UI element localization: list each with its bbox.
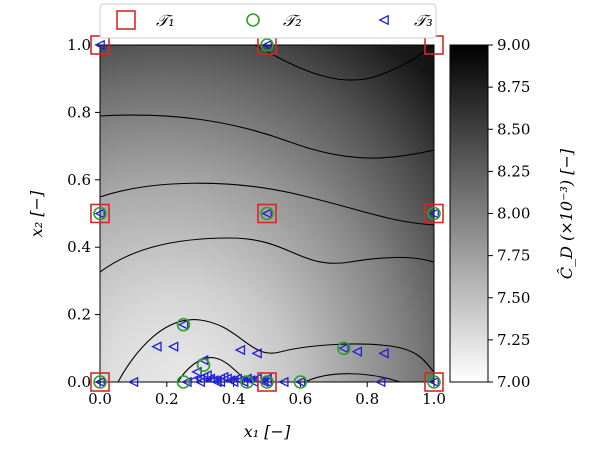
y-tick-label: 1.0 <box>67 36 91 54</box>
legend-label: 𝒯₃ <box>414 11 433 30</box>
x-tick-label: 0.4 <box>222 390 246 408</box>
t2-circle-marker <box>260 375 274 389</box>
t3-triangle-marker <box>338 343 349 354</box>
colorbar-tick-label: 8.25 <box>497 162 530 180</box>
t3-triangle-marker <box>194 376 206 388</box>
contour-field <box>100 45 434 382</box>
t3-triangle-marker <box>204 375 216 382</box>
t3-triangle-marker <box>151 341 162 352</box>
legend-label: 𝒯₂ <box>283 11 302 30</box>
y-tick-label: 0.0 <box>67 373 91 391</box>
t3-triangle-marker <box>127 376 139 388</box>
t2-circle-marker <box>93 206 107 221</box>
y-tick-label: 0.4 <box>67 238 91 256</box>
t1-square-marker <box>257 203 277 224</box>
t3-triangle-marker <box>94 39 105 51</box>
contour-lines <box>100 45 434 382</box>
t2-circle-marker <box>196 358 211 372</box>
t3-triangle-marker <box>244 375 256 382</box>
legend-box <box>99 3 437 39</box>
t1-square-marker <box>257 372 277 392</box>
legend: 𝒯₁ 𝒯₂ 𝒯₃ <box>99 3 437 39</box>
y-tick-label: 0.8 <box>67 103 91 121</box>
colorbar-tick-label: 7.75 <box>497 247 530 265</box>
y-tick-label: 0.6 <box>67 171 91 189</box>
colorbar-tick-label: 8.50 <box>497 120 530 138</box>
t3-triangle-marker <box>94 376 105 388</box>
t3-triangle-marker <box>258 376 269 388</box>
t3-triangle-marker <box>207 375 219 382</box>
y-tick-label: 0.2 <box>67 306 91 324</box>
t3-triangle-marker <box>261 208 272 219</box>
t3-triangle-marker <box>378 348 389 359</box>
colorbar-tick-label: 7.00 <box>497 373 530 391</box>
t3-triangle-marker <box>214 376 226 388</box>
t3-triangle-marker <box>181 376 192 388</box>
colorbar-tick-label: 8.00 <box>497 205 530 223</box>
t2-circle-marker <box>293 375 308 389</box>
legend-label: 𝒯₁ <box>156 11 175 30</box>
t3-triangle-marker <box>201 370 212 381</box>
x-tick-label: 1.0 <box>422 390 446 408</box>
t3-triangle-marker <box>177 319 189 330</box>
t3-triangle-marker <box>294 376 306 388</box>
x-tick-label: 0.8 <box>355 390 379 408</box>
t1-square-marker <box>90 203 110 224</box>
t2-circle-marker <box>176 317 191 332</box>
colorbar-gradient <box>449 44 489 383</box>
t3-triangle-marker <box>237 376 249 388</box>
t3-triangle-marker <box>187 375 199 382</box>
plot-frame <box>99 44 435 383</box>
t2-circle-marker <box>176 375 191 389</box>
t1-square-marker <box>90 372 110 392</box>
x-axis-label: x₁ [−] <box>244 422 291 441</box>
t2-circle-marker <box>337 341 351 356</box>
t3-triangle-marker <box>167 341 179 352</box>
colorbar-tick-label: 9.00 <box>497 36 530 54</box>
colorbar-tick-label: 7.25 <box>497 331 530 349</box>
t3-triangle-marker <box>191 366 202 378</box>
t1-square-marker <box>424 203 444 224</box>
t1-square-marker <box>424 372 444 392</box>
t3-triangle-marker <box>224 375 236 382</box>
x-tick-label: 0.0 <box>88 390 112 408</box>
colorbar: 7.00 7.25 7.50 7.75 8.00 8.25 8.50 8.75 9.00 Ĉ_D… <box>449 36 576 391</box>
t3-triangle-marker <box>227 376 239 388</box>
t2-circle-marker <box>260 38 274 52</box>
axes: 0.0 0.2 0.4 0.6 0.8 1.0 0.0 0.2 0.4 0.6 0.8 1.0 <box>67 36 446 408</box>
t3-triangle-marker <box>351 346 363 357</box>
colorbar-ticks: 7.00 7.25 7.50 7.75 8.00 8.25 8.50 8.75 9.00 <box>488 36 530 391</box>
t3-triangle-marker <box>94 208 105 219</box>
legend-triangle-marker <box>378 14 389 26</box>
t3-triangle-marker <box>211 376 222 388</box>
t3-triangle-marker <box>251 348 262 359</box>
t3-triangle-marker <box>261 376 272 388</box>
colorbar-label: Ĉ_D (×10⁻³) [−] <box>556 148 576 279</box>
legend-circle-marker <box>246 13 260 27</box>
t2-circle-marker <box>93 375 107 389</box>
t3-triangle-marker <box>234 375 246 382</box>
colorbar-tick-label: 7.50 <box>497 289 530 307</box>
x-tick-label: 0.6 <box>288 390 312 408</box>
t3-triangle-marker <box>234 344 246 356</box>
x-tick-label: 0.2 <box>155 390 179 408</box>
y-axis-label: x₂ [−] <box>27 190 46 237</box>
t2-circle-marker <box>427 206 441 221</box>
t3-triangle-marker <box>428 376 439 388</box>
t3-triangle-marker <box>374 376 386 388</box>
t3-triangle-marker <box>428 208 439 219</box>
colorbar-tick-label: 8.75 <box>497 78 530 96</box>
t2-circle-marker <box>240 375 254 389</box>
t2-circle-marker <box>260 206 274 221</box>
t3-triangle-marker <box>278 376 289 388</box>
edge-markers <box>90 35 444 392</box>
t3-triangle-marker <box>261 39 272 51</box>
legend-square-marker <box>116 10 136 30</box>
t2-circle-marker <box>427 375 441 389</box>
